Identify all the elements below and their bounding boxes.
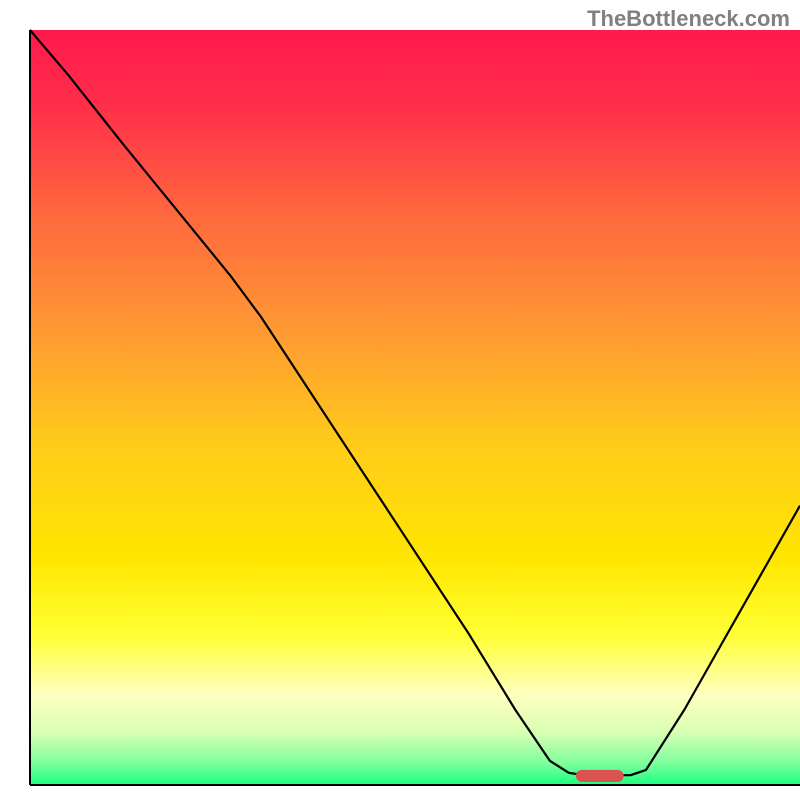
optimal-marker bbox=[576, 770, 624, 782]
gradient-background bbox=[30, 30, 800, 785]
bottleneck-chart bbox=[0, 0, 800, 800]
watermark-text: TheBottleneck.com bbox=[587, 6, 790, 32]
chart-container: { "watermark": { "text": "TheBottleneck.… bbox=[0, 0, 800, 800]
